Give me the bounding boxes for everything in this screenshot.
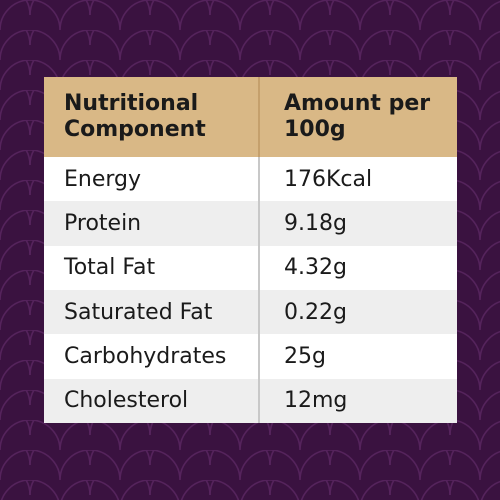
- table-row: Saturated Fat 0.22g: [44, 289, 457, 335]
- amount-cell: 25g: [258, 334, 457, 379]
- nutrition-table: Nutritional Component Amount per 100g En…: [44, 77, 457, 423]
- amount-cell: 12mg: [258, 378, 457, 423]
- table-row: Carbohydrates 25g: [44, 334, 457, 379]
- amount-cell: 9.18g: [258, 201, 457, 246]
- nutrition-table-card: Nutritional Component Amount per 100g En…: [44, 77, 457, 423]
- component-cell: Energy: [64, 166, 142, 192]
- component-cell: Protein: [64, 210, 142, 236]
- amount-cell: 0.22g: [258, 289, 457, 335]
- table-row: Cholesterol 12mg: [44, 378, 457, 423]
- component-cell: Total Fat: [64, 255, 156, 281]
- table-row: Total Fat 4.32g: [44, 245, 457, 290]
- component-cell: Cholesterol: [64, 388, 189, 414]
- amount-cell: 176Kcal: [258, 157, 457, 202]
- component-cell: Carbohydrates: [64, 343, 227, 369]
- table-header-row: Nutritional Component Amount per 100g: [44, 77, 457, 157]
- table-row: Energy 176Kcal: [44, 157, 457, 202]
- header-component: Nutritional Component: [64, 91, 206, 142]
- component-cell: Saturated Fat: [64, 299, 213, 325]
- amount-cell: 4.32g: [258, 245, 457, 290]
- header-amount: Amount per 100g: [258, 77, 457, 157]
- table-row: Protein 9.18g: [44, 201, 457, 246]
